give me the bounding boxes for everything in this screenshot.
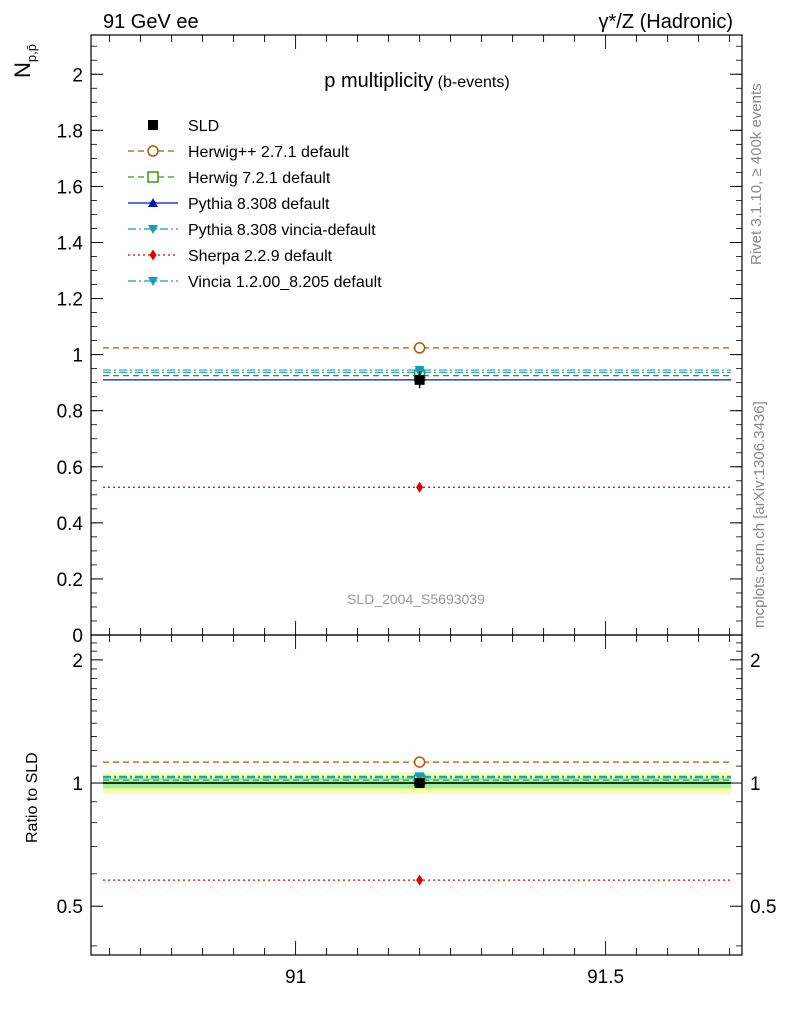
plot-title-suffix: (b-events) (438, 74, 510, 91)
main-ylabel-main: N (10, 62, 35, 78)
main-ytick-label-2: 0.4 (57, 514, 84, 535)
main-ytick-label-0: 0 (72, 626, 83, 647)
ratio-ytick-label-2: 2 (72, 651, 83, 672)
rivet-label: Rivet 3.1.10, ≥ 400k events (748, 83, 765, 265)
analysis-label: SLD_2004_S5693039 (347, 591, 485, 607)
legend-entry-4-label: Pythia 8.308 vincia-default (188, 222, 376, 239)
ratio-ytick-label-1: 1 (72, 774, 83, 795)
legend-entry-5-marker (149, 249, 157, 261)
legend-entry-1-label: Herwig++ 2.7.1 default (188, 144, 350, 161)
main-ylabel: Np,p̄ (10, 44, 39, 78)
main-ytick-label-7: 1.4 (57, 233, 84, 254)
main-ytick-label-8: 1.6 (57, 177, 83, 198)
main-ytick-label-4: 0.8 (57, 402, 83, 423)
legend-entry-0-label: SLD (188, 118, 219, 135)
main-ytick-label-10: 2 (72, 65, 83, 86)
main-ytick-label-3: 0.6 (57, 458, 83, 479)
main-ylabel-sub: p,p̄ (24, 44, 39, 62)
legend-entry-1-marker (147, 145, 159, 157)
main-ytick-label-6: 1.2 (57, 290, 83, 311)
legend-entry-4-marker (148, 225, 158, 234)
legend-entry-5-label: Sherpa 2.2.9 default (188, 248, 333, 265)
main-ytick-label-9: 1.8 (57, 121, 83, 142)
header-left: 91 GeV ee (103, 11, 199, 33)
axes: 0 0.2 0.4 0.6 0.8 1 1.2 1.4 1.6 1.8 2 91 91.5 0.5 0.5 1… (57, 34, 776, 988)
plot-title: p multiplicity (b-events) (324, 70, 509, 92)
legend-entry-0-marker (148, 120, 158, 130)
ratio-xtick-label-1: 91.5 (587, 967, 624, 988)
main-ytick-label-1: 0.2 (57, 570, 83, 591)
header-right: γ*/Z (Hadronic) (599, 11, 733, 33)
series-1-marker (413, 342, 426, 354)
legend-entry-3-label: Pythia 8.308 default (188, 196, 330, 213)
legend-entry-2-label: Herwig 7.2.1 default (188, 170, 331, 187)
ratio-ytick-label-right-1: 1 (750, 774, 761, 795)
legend-entry-6-label: Vincia 1.2.00_8.205 default (188, 274, 382, 291)
series-5-marker (416, 481, 424, 493)
series-0-marker (414, 374, 425, 385)
svg-text:Np,p̄: Np,p̄ (10, 44, 39, 78)
legend-entry-2-marker (147, 171, 159, 183)
legend-entry-3-marker (148, 198, 158, 207)
ratio-ytick-label-right-0: 0.5 (750, 897, 776, 918)
legend: SLD Herwig++ 2.7.1 default Herwig 7.2.1 de… (128, 118, 382, 291)
main-ytick-label-5: 1 (72, 346, 83, 367)
mcplots-label: mcplots.cern.ch [arXiv:1306.3436] (751, 401, 768, 628)
ratio-series (103, 756, 731, 886)
plot-title-main: p multiplicity (324, 70, 433, 92)
main-series (103, 342, 731, 493)
legend-entry-6-marker (148, 277, 158, 286)
ratio-frame (90, 634, 743, 956)
ratio-ytick-label-right-2: 2 (750, 651, 761, 672)
ratio-ytick-label-0: 0.5 (57, 897, 83, 918)
ratio-xtick-label-0: 91 (285, 967, 306, 988)
series-1-ratio-marker (413, 756, 426, 768)
series-5-ratio-marker (416, 874, 424, 886)
ratio-ylabel: Ratio to SLD (24, 752, 41, 843)
series-0-ratio-marker (414, 778, 425, 789)
